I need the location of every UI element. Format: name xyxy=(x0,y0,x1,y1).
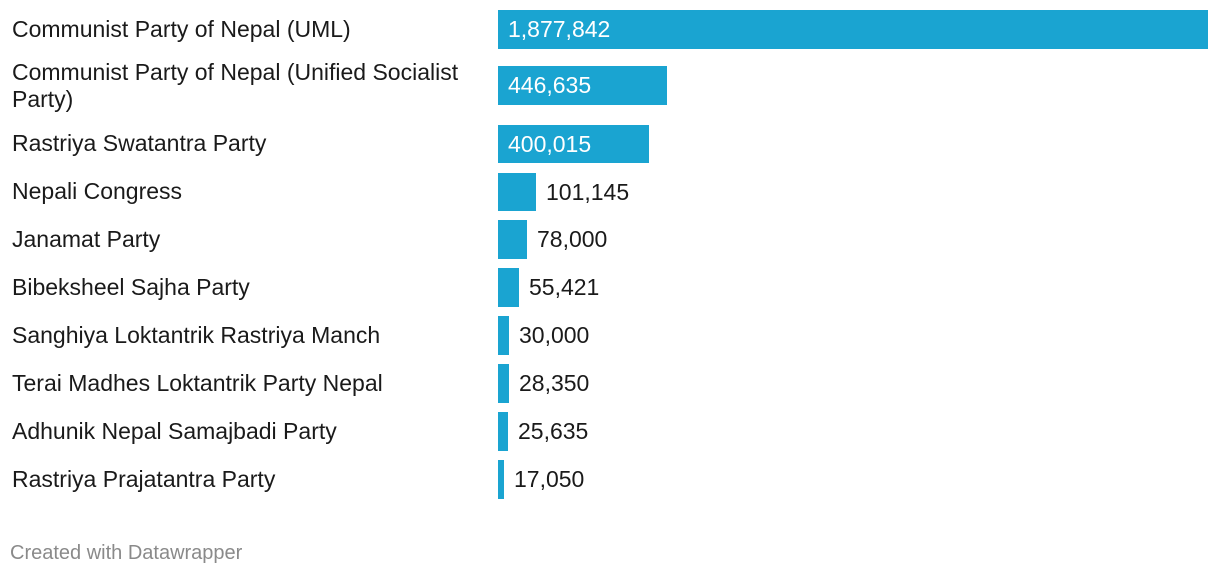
bar xyxy=(498,412,508,451)
value-label: 446,635 xyxy=(508,72,592,98)
bar xyxy=(498,220,527,259)
value-label: 25,635 xyxy=(518,418,589,444)
value-label: 30,000 xyxy=(519,322,590,348)
category-label: Janamat Party xyxy=(12,226,161,252)
datawrapper-credit: Created with Datawrapper xyxy=(10,542,243,564)
value-label: 400,015 xyxy=(508,131,592,157)
value-label: 101,145 xyxy=(546,179,630,205)
category-label: Communist Party of Nepal (UML) xyxy=(12,16,351,42)
bar xyxy=(498,316,509,355)
category-label: Terai Madhes Loktantrik Party Nepal xyxy=(12,370,383,396)
category-label: Sanghiya Loktantrik Rastriya Manch xyxy=(12,322,381,348)
bar xyxy=(498,268,519,307)
category-label: Rastriya Prajatantra Party xyxy=(12,466,276,492)
bar xyxy=(498,125,649,163)
value-label: 1,877,842 xyxy=(508,16,611,42)
category-label: Communist Party of Nepal (Unified Social… xyxy=(12,59,459,112)
bar xyxy=(498,66,667,105)
bar xyxy=(498,10,1208,49)
value-label: 78,000 xyxy=(537,226,608,252)
bar-chart: Communist Party of Nepal (UML) 1,877,842 C… xyxy=(12,10,1208,499)
category-label: Adhunik Nepal Samajbadi Party xyxy=(12,418,337,444)
bar xyxy=(498,173,536,211)
bar xyxy=(498,460,504,499)
category-label: Bibeksheel Sajha Party xyxy=(12,274,250,300)
category-label: Nepali Congress xyxy=(12,178,183,204)
value-label: 28,350 xyxy=(519,370,590,396)
value-label: 55,421 xyxy=(529,274,600,300)
bar xyxy=(498,364,509,403)
value-label: 17,050 xyxy=(514,466,585,492)
category-label: Rastriya Swatantra Party xyxy=(12,130,267,156)
